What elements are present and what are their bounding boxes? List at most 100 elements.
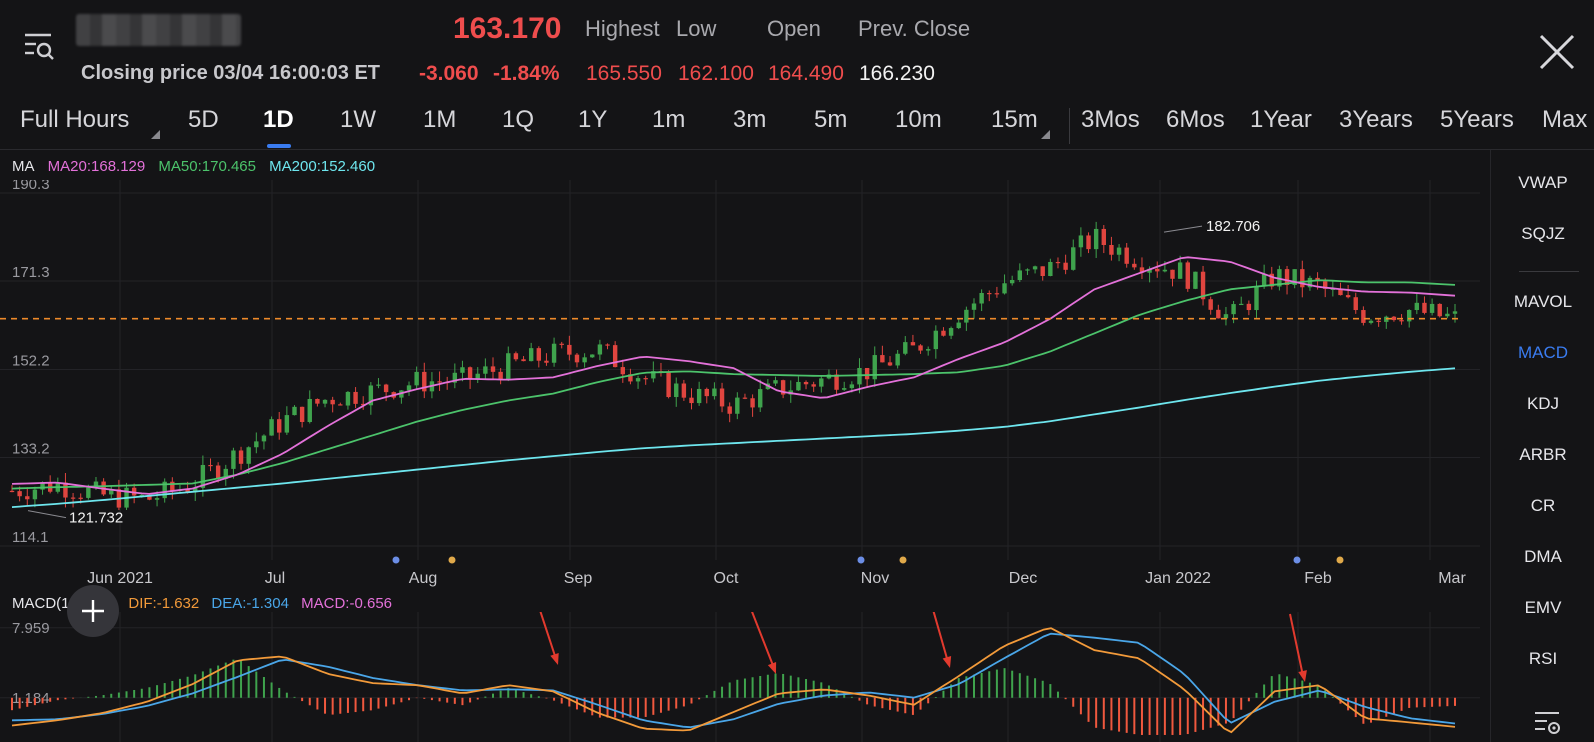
candle-body <box>567 344 572 355</box>
candle-body <box>719 388 725 407</box>
candle-body <box>536 348 542 361</box>
candle-body <box>63 482 68 498</box>
tab-3mos[interactable]: 3Mos <box>1081 106 1140 133</box>
indicator-rsi[interactable]: RSI <box>1528 649 1558 668</box>
close-icon[interactable] <box>1537 32 1577 72</box>
candle-body <box>345 391 351 406</box>
candle-body <box>1284 269 1290 286</box>
tab-5min[interactable]: 5m <box>814 106 848 133</box>
tab-5years[interactable]: 5Years <box>1440 106 1514 133</box>
x-tick-label: Aug <box>409 570 437 587</box>
candle-body <box>750 398 755 408</box>
candle-body <box>1132 263 1137 268</box>
candle-body <box>1093 228 1099 250</box>
indicator-cr[interactable]: CR <box>1530 496 1556 515</box>
candle-body <box>383 384 389 393</box>
tab-10min[interactable]: 10m <box>895 106 942 133</box>
candle-body <box>467 367 473 380</box>
tab-6mos[interactable]: 6Mos <box>1166 106 1225 133</box>
indicator-vwap[interactable]: VWAP <box>1518 173 1568 192</box>
y-tick-label: 190.3 <box>12 180 50 193</box>
candle-body <box>1338 288 1343 296</box>
candle-body <box>1406 310 1412 322</box>
tab-1m[interactable]: 1M <box>423 106 457 133</box>
y-tick-label: 7.959 <box>12 620 50 637</box>
candle-body <box>261 435 267 442</box>
indicator-settings-icon[interactable] <box>1532 708 1562 738</box>
indicator-dma[interactable]: DMA <box>1524 547 1562 566</box>
candle-body <box>1231 304 1236 315</box>
candle-body <box>1261 273 1267 287</box>
price-chart[interactable]: 190.3 171.3 152.2 133.2 114.1 182.706 121.732 <box>0 180 1490 565</box>
candle-body <box>1193 271 1198 289</box>
candle-body <box>895 353 900 366</box>
candle-body <box>1040 266 1045 277</box>
candle-body <box>1086 235 1091 250</box>
tab-1y[interactable]: 1Y <box>578 106 608 133</box>
indicator-kdj[interactable]: KDJ <box>1526 394 1560 413</box>
candle-body <box>842 388 847 390</box>
candle-body <box>414 371 419 386</box>
tab-15min[interactable]: 15m <box>991 106 1038 133</box>
candle-body <box>941 330 946 336</box>
candle-body <box>1124 247 1129 264</box>
tab-1w[interactable]: 1W <box>340 106 376 133</box>
tab-1year[interactable]: 1Year <box>1250 106 1312 133</box>
tab-1q[interactable]: 1Q <box>502 106 535 133</box>
candle-body <box>490 366 496 372</box>
tab-3min[interactable]: 3m <box>733 106 767 133</box>
candle-body <box>1414 302 1420 311</box>
macd-chart[interactable]: 7.959 1.184 <box>0 612 1490 742</box>
candle-body <box>1399 320 1404 322</box>
candle-body <box>200 464 206 488</box>
candle-body <box>131 487 137 496</box>
candle-body <box>1452 311 1458 314</box>
tab-1min[interactable]: 1m <box>652 106 686 133</box>
candle-body <box>872 355 877 380</box>
candle-body <box>1277 269 1282 287</box>
high-annotation: 182.706 <box>1206 218 1260 235</box>
candle-body <box>696 388 702 404</box>
candle-body <box>666 372 671 398</box>
tab-full-hours[interactable]: Full Hours <box>20 106 130 133</box>
indicator-sqjz[interactable]: SQJZ <box>1521 224 1565 243</box>
tab-max[interactable]: Max <box>1542 106 1588 133</box>
indicator-mavol[interactable]: MAVOL <box>1513 292 1573 311</box>
candle-body <box>956 322 961 329</box>
candle-body <box>1345 295 1351 298</box>
candle-body <box>582 357 587 363</box>
candle-body <box>1269 273 1274 287</box>
high-annotation-leader <box>1163 225 1203 233</box>
candle-body <box>437 381 442 383</box>
sidebar-divider <box>1519 271 1579 272</box>
annotation-arrow <box>539 612 557 660</box>
quote-header: 163.170 Highest Low Open Prev. Close Clo… <box>0 0 1594 100</box>
tab-1d[interactable]: 1D <box>263 106 294 133</box>
candle-body <box>704 388 709 397</box>
candle-body <box>284 415 290 433</box>
candle-body <box>918 345 923 351</box>
candle-body <box>40 482 45 490</box>
tab-3years[interactable]: 3Years <box>1339 106 1413 133</box>
ma20-value: MA20:168.129 <box>47 158 146 175</box>
candle-body <box>1185 262 1190 289</box>
price-change-percent: -1.84% <box>493 62 560 85</box>
candle-body <box>1307 277 1313 288</box>
y-tick-label: 1.184 <box>12 690 50 707</box>
candle-body <box>864 367 870 380</box>
candle-body <box>773 380 778 384</box>
indicator-macd[interactable]: MACD <box>1517 343 1569 362</box>
indicator-emv[interactable]: EMV <box>1524 598 1562 617</box>
candle-body <box>506 353 511 380</box>
annotation-arrow <box>932 612 949 663</box>
menu-search-icon[interactable] <box>22 30 56 64</box>
candle-body <box>742 397 748 399</box>
indicator-arbr[interactable]: ARBR <box>1519 445 1567 464</box>
crosshair-button[interactable] <box>67 585 119 637</box>
candle-body <box>1017 270 1023 280</box>
tab-5d[interactable]: 5D <box>188 106 219 133</box>
candle-body <box>849 384 855 389</box>
prev-close-label: Prev. Close <box>858 16 971 41</box>
candle-body <box>971 303 977 310</box>
candle-body <box>185 489 190 493</box>
